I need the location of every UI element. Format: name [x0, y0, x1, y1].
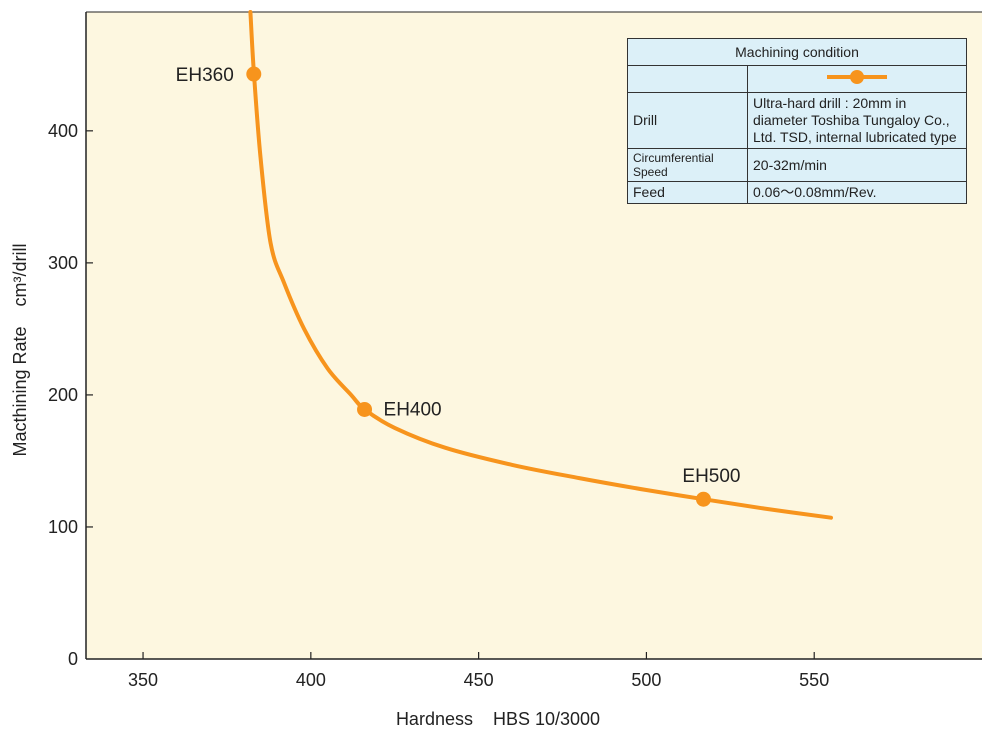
- data-point: [357, 401, 373, 417]
- row-label-drill: Drill: [627, 92, 748, 149]
- y-tick-label: 0: [68, 649, 78, 669]
- x-tick-label: 500: [631, 670, 661, 690]
- x-tick-label: 450: [464, 670, 494, 690]
- data-point-label: EH360: [176, 65, 234, 86]
- table-header: Machining condition: [627, 38, 967, 66]
- data-point-label: EH400: [384, 399, 442, 420]
- row-value-feed: 0.06～0.08mm/Rev.: [747, 181, 967, 204]
- y-tick-label: 100: [48, 517, 78, 537]
- y-tick-label: 300: [48, 253, 78, 273]
- y-tick-label: 400: [48, 121, 78, 141]
- legend-empty-cell: [627, 65, 748, 93]
- axes: 0 100 200 300 400 350 400 450 500 550: [48, 11, 982, 690]
- data-point: [695, 491, 711, 507]
- row-value-speed: 20-32m/min: [747, 148, 967, 182]
- machining-condition-table: Machining condition Drill Ultra-hard dri…: [627, 38, 967, 204]
- x-tick-label: 350: [128, 670, 158, 690]
- data-point-label: EH500: [682, 466, 740, 487]
- x-tick-label: 550: [799, 670, 829, 690]
- points-layer: EH360 EH400 EH500: [176, 65, 741, 507]
- row-value-drill: Ultra-hard drill : 20mm in diameter Tosh…: [747, 92, 967, 149]
- row-label-feed: Feed: [627, 181, 748, 204]
- row-label-speed: Circumferential Speed: [627, 148, 748, 182]
- x-tick-label: 400: [296, 670, 326, 690]
- data-point: [246, 66, 262, 82]
- legend-series-marker: [747, 65, 967, 93]
- y-axis-label: Macthining Rate cm³/drill: [10, 243, 30, 456]
- x-axis-label: Hardness HBS 10/3000: [396, 709, 600, 729]
- y-tick-label: 200: [48, 385, 78, 405]
- line-marker-icon: [827, 70, 887, 84]
